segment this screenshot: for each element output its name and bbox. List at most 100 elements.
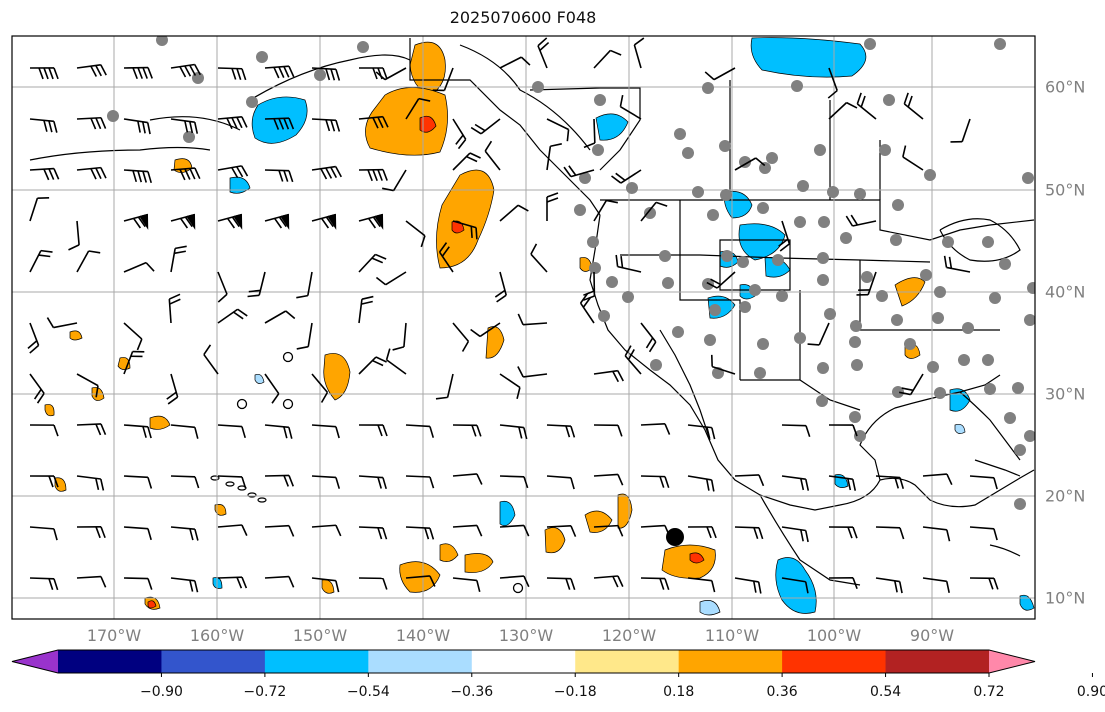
wind-barb bbox=[76, 423, 107, 436]
coastline bbox=[939, 218, 1021, 262]
coastline bbox=[989, 544, 1021, 557]
wind-barb bbox=[546, 475, 575, 490]
station-dot bbox=[749, 284, 761, 296]
wind-barb bbox=[969, 577, 999, 590]
wind-barb bbox=[484, 140, 501, 171]
station-dot bbox=[927, 361, 939, 373]
lon-label: 170°W bbox=[86, 626, 142, 645]
station-dot bbox=[357, 41, 369, 53]
wind-barb bbox=[432, 67, 454, 92]
wind-barb bbox=[311, 165, 342, 180]
wind-barb bbox=[405, 475, 435, 489]
wind-barb bbox=[381, 169, 407, 192]
station-dot bbox=[587, 236, 599, 248]
wind-barb bbox=[170, 245, 187, 273]
wind-barb bbox=[593, 49, 622, 69]
colorbar-segment bbox=[575, 650, 680, 673]
wind-barb bbox=[385, 348, 407, 375]
coastline bbox=[29, 146, 211, 161]
station-dot bbox=[107, 110, 119, 122]
wind-barb bbox=[452, 424, 482, 437]
contour-region bbox=[214, 504, 227, 516]
wind-barb bbox=[217, 213, 243, 230]
contour-region bbox=[149, 415, 171, 430]
wind-barb bbox=[828, 576, 858, 590]
wind-barb bbox=[264, 373, 280, 404]
wind-barb bbox=[358, 168, 388, 182]
wind-barb bbox=[311, 118, 341, 132]
station-dot bbox=[739, 301, 751, 313]
station-dot bbox=[999, 258, 1011, 270]
wind-barb bbox=[499, 56, 531, 69]
wind-barb bbox=[499, 575, 530, 588]
wind-barb bbox=[687, 475, 715, 492]
station-dot bbox=[759, 162, 771, 174]
lon-label: 130°W bbox=[498, 626, 554, 645]
wind-barb bbox=[615, 254, 642, 273]
wind-barb bbox=[358, 295, 374, 324]
wind-barb bbox=[358, 213, 384, 230]
wind-barb bbox=[579, 293, 595, 324]
coastline bbox=[529, 87, 641, 171]
wind-barb bbox=[123, 424, 152, 439]
wind-barb bbox=[358, 253, 387, 273]
coastline bbox=[679, 200, 741, 380]
wind-barb bbox=[687, 577, 716, 593]
wind-barb bbox=[452, 322, 470, 352]
wind-barb bbox=[452, 118, 467, 150]
wind-barb bbox=[311, 524, 342, 537]
island bbox=[225, 481, 235, 487]
wind-barb bbox=[29, 67, 59, 80]
island bbox=[210, 475, 220, 481]
station-dot bbox=[1014, 498, 1026, 510]
station-dot bbox=[662, 277, 674, 289]
wind-barb bbox=[499, 475, 529, 489]
wind-barb bbox=[546, 525, 577, 537]
wind-barb bbox=[358, 577, 388, 590]
lat-label: 40°N bbox=[1045, 282, 1086, 302]
contour-region bbox=[147, 600, 157, 609]
colorbar-segment bbox=[161, 650, 266, 673]
calm-circle bbox=[236, 398, 248, 410]
contour-region bbox=[69, 330, 83, 341]
colorbar-tick-label: 0.54 bbox=[869, 684, 902, 700]
station-dot bbox=[879, 144, 891, 156]
station-dot bbox=[707, 209, 719, 221]
wind-barb bbox=[452, 473, 483, 485]
station-dot bbox=[920, 269, 932, 281]
wind-barb bbox=[546, 192, 559, 221]
colorbar-tick-label: −0.18 bbox=[553, 684, 597, 700]
wind-barb bbox=[264, 424, 293, 439]
station-dot bbox=[827, 186, 839, 198]
wind-barb bbox=[640, 322, 657, 353]
wind-barb bbox=[76, 166, 107, 180]
wind-barb bbox=[29, 577, 59, 591]
contour-region bbox=[723, 190, 753, 219]
wind-barb bbox=[29, 249, 53, 273]
station-dot bbox=[674, 128, 686, 140]
wind-barb bbox=[217, 67, 247, 81]
wind-barb bbox=[375, 67, 407, 81]
wind-barb bbox=[217, 271, 228, 303]
station-dot bbox=[854, 188, 866, 200]
colorbar-segment bbox=[782, 650, 887, 673]
wind-barb bbox=[546, 424, 576, 438]
wind-barb bbox=[875, 526, 905, 540]
coastline bbox=[879, 469, 1035, 508]
wind-barb bbox=[922, 577, 950, 593]
station-dot bbox=[890, 234, 902, 246]
wind-barb bbox=[217, 524, 248, 536]
station-dot bbox=[1024, 430, 1035, 442]
wind-barb bbox=[123, 350, 145, 375]
wind-barb bbox=[170, 577, 199, 593]
wind-barb bbox=[583, 271, 596, 301]
wind-barb bbox=[123, 169, 152, 184]
wind-barb bbox=[546, 143, 562, 171]
wind-barb bbox=[170, 213, 196, 230]
station-dot bbox=[924, 169, 936, 181]
station-dot bbox=[962, 322, 974, 334]
wind-barb bbox=[264, 65, 295, 79]
station-dot bbox=[958, 354, 970, 366]
station-dot bbox=[817, 252, 829, 264]
station-dot bbox=[1012, 382, 1024, 394]
